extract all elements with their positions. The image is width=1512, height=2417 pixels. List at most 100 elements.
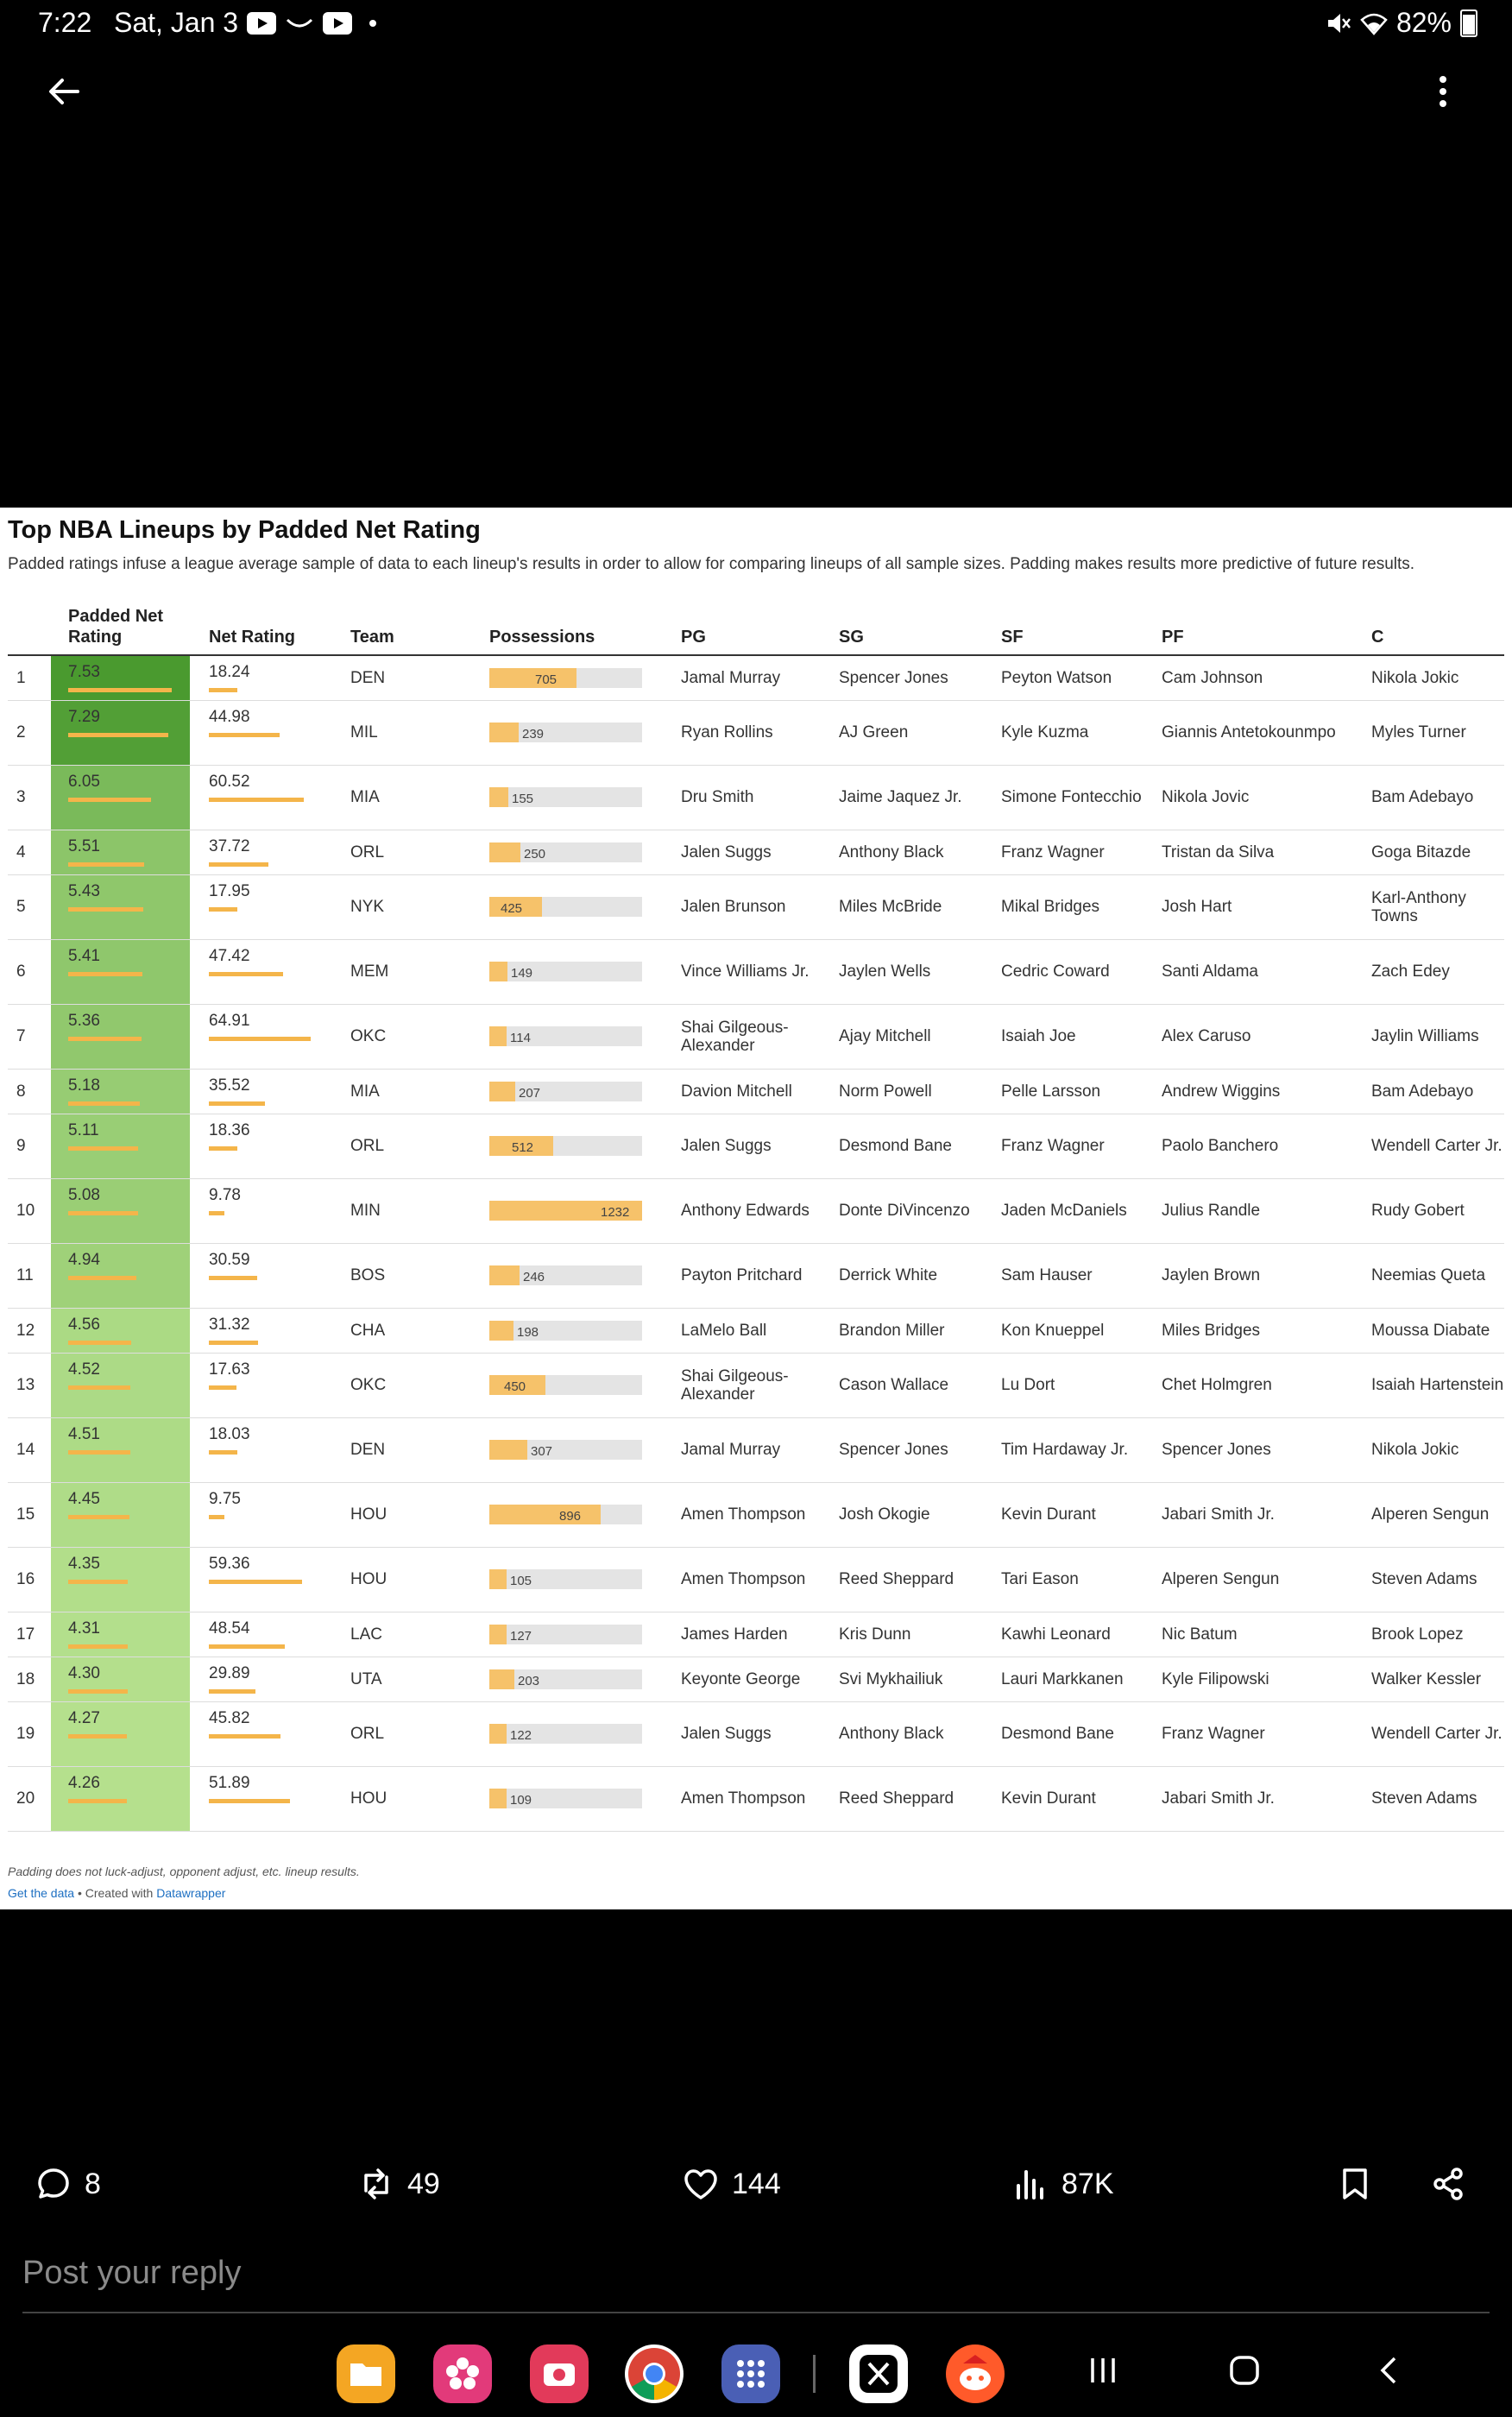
padded-net-rating-value: 7.29 <box>68 707 100 726</box>
net-rating-cell: 59.36 <box>190 1547 343 1612</box>
table-row: 15 4.45 9.75 HOU 896 Amen Thompson Josh Okogie… <box>8 1482 1504 1548</box>
net-rating-value: 59.36 <box>209 1554 250 1573</box>
chrome-app-icon[interactable] <box>625 2344 684 2403</box>
net-rating-cell: 48.54 <box>190 1612 343 1657</box>
sg-cell: AJ Green <box>832 700 994 766</box>
sf-cell: Tim Hardaway Jr. <box>994 1417 1155 1483</box>
table-row: 8 5.18 35.52 MIA 207 Davion Mitchell Norm Powe… <box>8 1069 1504 1114</box>
team-cell: ORL <box>343 1701 482 1767</box>
rank-cell: 19 <box>8 1701 51 1767</box>
repost-count: 49 <box>407 2167 440 2200</box>
more-vert-icon <box>1424 76 1462 107</box>
possessions-cell: 512 <box>482 1114 674 1179</box>
chart-image[interactable]: Top NBA Lineups by Padded Net Rating Pad… <box>0 508 1512 1909</box>
c-cell: Zach Edey <box>1364 939 1504 1005</box>
datawrapper-link[interactable]: Datawrapper <box>156 1886 226 1900</box>
sf-cell: Peyton Watson <box>994 655 1155 701</box>
possessions-value: 250 <box>524 846 546 861</box>
padded-net-rating-bar <box>68 1579 128 1584</box>
net-rating-cell: 44.98 <box>190 700 343 766</box>
like-button[interactable]: 144 <box>682 2165 781 2203</box>
net-rating-value: 37.72 <box>209 836 250 855</box>
padded-net-rating-bar <box>68 1514 129 1519</box>
get-data-link[interactable]: Get the data <box>8 1886 75 1900</box>
table-body: 1 7.53 18.24 DEN 705 Jamal Murray Spencer Jone… <box>8 655 1504 1832</box>
net-rating-cell: 29.89 <box>190 1657 343 1702</box>
camera-app-icon[interactable] <box>530 2344 589 2403</box>
team-cell: MIN <box>343 1178 482 1244</box>
net-rating-bar <box>209 1449 237 1455</box>
rank-cell: 14 <box>8 1417 51 1483</box>
views-button[interactable]: 87K <box>1011 2165 1114 2203</box>
possessions-cell: 122 <box>482 1701 674 1767</box>
net-rating-bar <box>209 1798 290 1803</box>
more-options-button[interactable] <box>1424 71 1462 123</box>
sf-cell: Kevin Durant <box>994 1766 1155 1832</box>
possessions-value: 155 <box>512 792 534 806</box>
c-cell: Bam Adebayo <box>1364 765 1504 830</box>
table-row: 14 4.51 18.03 DEN 307 Jamal Murray Spencer Jon… <box>8 1417 1504 1483</box>
like-count: 144 <box>732 2167 781 2200</box>
possessions-bar <box>489 1724 507 1744</box>
bookmark-button[interactable] <box>1336 2165 1374 2203</box>
repost-button[interactable]: 49 <box>357 2165 440 2203</box>
lineups-table: Padded Net Rating Net Rating Team Posses… <box>8 606 1504 1832</box>
table-row: 16 4.35 59.36 HOU 105 Amen Thompson Reed Shepp… <box>8 1547 1504 1612</box>
net-rating-bar <box>209 1210 224 1215</box>
possessions-bar <box>489 1505 601 1524</box>
reply-divider <box>22 2312 1490 2313</box>
sf-cell: Tari Eason <box>994 1547 1155 1612</box>
apps-grid-icon[interactable] <box>721 2344 780 2403</box>
padded-net-rating-bar <box>68 1340 131 1345</box>
possessions-bar <box>489 1320 513 1341</box>
net-rating-value: 18.24 <box>209 663 250 681</box>
rank-cell: 8 <box>8 1069 51 1114</box>
rank-cell: 1 <box>8 655 51 701</box>
share-button[interactable] <box>1429 2165 1467 2203</box>
table-header-row: Padded Net Rating Net Rating Team Posses… <box>8 606 1504 656</box>
padded-net-rating-value: 4.30 <box>68 1663 100 1682</box>
home-icon <box>1230 2356 1259 2385</box>
sf-cell: Cedric Coward <box>994 939 1155 1005</box>
pf-cell: Miles Bridges <box>1155 1308 1364 1354</box>
files-app-icon[interactable] <box>337 2344 395 2403</box>
possessions-cell: 250 <box>482 830 674 875</box>
possessions-track: 203 <box>489 1669 642 1689</box>
padded-net-rating-value: 5.18 <box>68 1076 100 1095</box>
possessions-bar <box>489 1375 545 1395</box>
padded-net-rating-value: 5.43 <box>68 881 100 900</box>
padded-net-rating-bar <box>68 1644 128 1649</box>
c-cell: Karl-Anthony Towns <box>1364 874 1504 940</box>
padded-net-rating-cell: 4.31 <box>51 1612 190 1657</box>
sg-cell: Anthony Black <box>832 1701 994 1767</box>
possessions-bar <box>489 1569 507 1589</box>
youtube-icon <box>247 12 276 35</box>
padded-net-rating-cell: 4.52 <box>51 1353 190 1418</box>
nav-back-button[interactable] <box>1372 2353 1407 2392</box>
back-button[interactable] <box>43 71 95 123</box>
reply-button[interactable]: 8 <box>35 2165 101 2203</box>
sg-cell: Spencer Jones <box>832 655 994 701</box>
pf-cell: Franz Wagner <box>1155 1701 1364 1767</box>
possessions-bar <box>489 1265 520 1285</box>
sf-cell: Simone Fontecchio <box>994 765 1155 830</box>
team-cell: DEN <box>343 655 482 701</box>
net-rating-bar <box>209 1275 257 1280</box>
reply-input[interactable]: Post your reply <box>22 2255 242 2291</box>
home-button[interactable] <box>1227 2353 1262 2392</box>
team-cell: LAC <box>343 1612 482 1657</box>
possessions-cell: 425 <box>482 874 674 940</box>
pg-cell: Ryan Rollins <box>674 700 832 766</box>
pg-cell: Amen Thompson <box>674 1547 832 1612</box>
possessions-value: 896 <box>559 1509 582 1524</box>
recent-apps-button[interactable] <box>1086 2353 1120 2392</box>
sg-cell: Ajay Mitchell <box>832 1004 994 1070</box>
reddit-app-icon[interactable] <box>946 2344 1005 2403</box>
team-cell: HOU <box>343 1482 482 1548</box>
pf-cell: Jabari Smith Jr. <box>1155 1482 1364 1548</box>
possessions-bar <box>489 667 576 688</box>
possessions-bar <box>489 787 508 807</box>
gallery-app-icon[interactable] <box>433 2344 492 2403</box>
taskbar <box>0 2344 1512 2405</box>
x-app-icon[interactable] <box>849 2344 908 2403</box>
